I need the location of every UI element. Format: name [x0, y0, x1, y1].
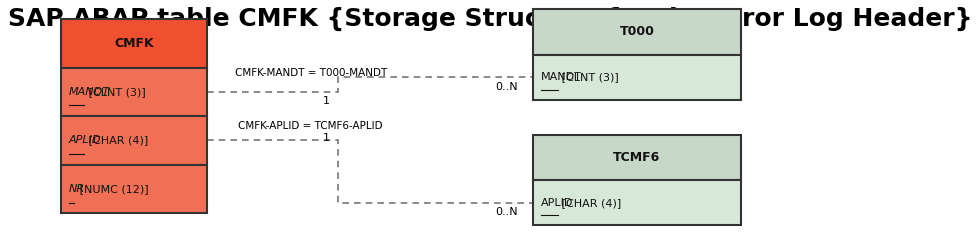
Text: CMFK-MANDT = T000-MANDT: CMFK-MANDT = T000-MANDT	[234, 68, 387, 78]
Text: T000: T000	[619, 26, 655, 38]
Text: 1: 1	[323, 96, 330, 106]
FancyBboxPatch shape	[533, 55, 741, 100]
FancyBboxPatch shape	[62, 68, 207, 116]
Text: [CHAR (4)]: [CHAR (4)]	[559, 198, 621, 208]
Text: NR: NR	[69, 184, 85, 194]
Text: TCMF6: TCMF6	[613, 151, 661, 164]
Text: 0..N: 0..N	[495, 82, 518, 91]
FancyBboxPatch shape	[62, 19, 207, 68]
FancyBboxPatch shape	[62, 116, 207, 165]
Text: CMFK-APLID = TCMF6-APLID: CMFK-APLID = TCMF6-APLID	[238, 121, 383, 131]
Text: 1: 1	[323, 133, 330, 143]
Text: MANDT: MANDT	[541, 72, 582, 82]
Text: CMFK: CMFK	[115, 37, 154, 50]
FancyBboxPatch shape	[62, 165, 207, 213]
Text: 0..N: 0..N	[495, 207, 518, 217]
Text: [CHAR (4)]: [CHAR (4)]	[85, 135, 148, 146]
FancyBboxPatch shape	[533, 180, 741, 225]
Text: APLID: APLID	[541, 198, 573, 208]
Text: APLID: APLID	[69, 135, 102, 146]
Text: MANDT: MANDT	[69, 87, 110, 97]
FancyBboxPatch shape	[533, 135, 741, 180]
Text: [CLNT (3)]: [CLNT (3)]	[85, 87, 146, 97]
Text: [CLNT (3)]: [CLNT (3)]	[559, 72, 619, 82]
Text: [NUMC (12)]: [NUMC (12)]	[75, 184, 148, 194]
FancyBboxPatch shape	[533, 9, 741, 55]
Text: SAP ABAP table CMFK {Storage Structure for the Error Log Header}: SAP ABAP table CMFK {Storage Structure f…	[8, 7, 972, 31]
